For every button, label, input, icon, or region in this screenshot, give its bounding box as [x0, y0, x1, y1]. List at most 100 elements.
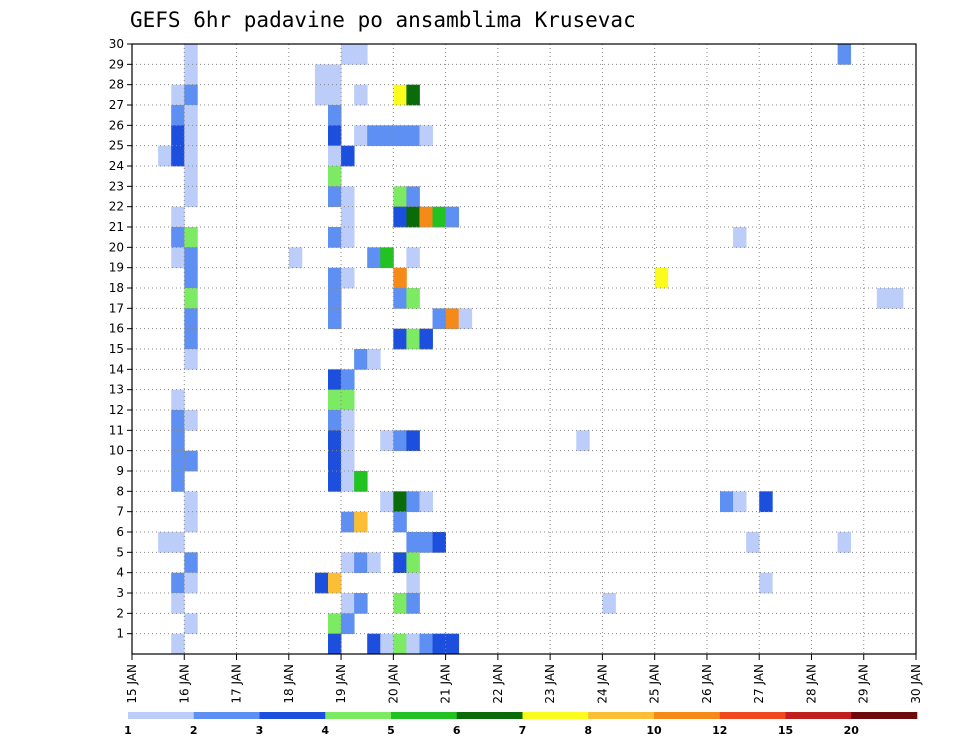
- heatmap-cell: [314, 84, 329, 106]
- heatmap-cell: [328, 471, 342, 492]
- heatmap-cell: [406, 552, 420, 574]
- heatmap-cell: [341, 227, 355, 248]
- heatmap-cell: [720, 491, 734, 513]
- heatmap-cell: [158, 532, 172, 553]
- heatmap-cell: [341, 145, 355, 167]
- legend-label: 1: [124, 724, 132, 737]
- x-tick-label: 19 JAN: [334, 664, 348, 704]
- heatmap-cell: [380, 125, 394, 147]
- y-tick-label: 14: [109, 362, 124, 376]
- y-tick-label: 13: [109, 383, 124, 397]
- legend-label: 7: [519, 724, 527, 737]
- heatmap-cell: [341, 44, 355, 65]
- heatmap-cell: [393, 552, 407, 574]
- heatmap-cell: [432, 206, 446, 228]
- heatmap-cell: [432, 532, 446, 553]
- heatmap-cell: [406, 288, 420, 309]
- heatmap-cell: [184, 288, 198, 309]
- heatmap-cell: [367, 125, 381, 147]
- y-tick-label: 5: [116, 545, 124, 559]
- heatmap-cell: [184, 44, 198, 65]
- heatmap-cell: [328, 166, 342, 187]
- heatmap-cell: [184, 491, 198, 513]
- heatmap-cell: [955, 85, 960, 106]
- heatmap-cell: [746, 532, 760, 553]
- heatmap-cell: [184, 145, 198, 167]
- heatmap-cell: [184, 552, 198, 574]
- heatmap-cell: [341, 552, 355, 574]
- heatmap-cell: [393, 430, 407, 452]
- heatmap-cell: [171, 410, 185, 431]
- heatmap-cell: [171, 593, 185, 614]
- heatmap-cell: [184, 247, 198, 269]
- heatmap-cell: [171, 145, 185, 167]
- heatmap-cell: [354, 593, 368, 614]
- legend-label: 8: [584, 724, 592, 737]
- heatmap-cell: [288, 247, 303, 269]
- heatmap-cell: [184, 64, 198, 86]
- heatmap-cell: [328, 572, 342, 594]
- heatmap-cell: [406, 593, 420, 614]
- gridlines: [131, 43, 917, 654]
- heatmap-cell: [889, 288, 904, 309]
- legend-label: 6: [453, 724, 461, 737]
- heatmap-cell: [341, 267, 355, 289]
- heatmap-cell: [759, 572, 773, 594]
- heatmap-cell: [393, 186, 407, 208]
- heatmap-cell: [354, 349, 368, 370]
- heatmap-cell: [393, 491, 407, 513]
- heatmap-cell: [837, 44, 852, 65]
- legend-swatch: [522, 712, 589, 719]
- legend-swatch: [259, 712, 326, 719]
- heatmap-cell: [184, 613, 198, 635]
- heatmap-cell: [602, 593, 616, 614]
- heatmap-cell: [406, 328, 420, 350]
- heatmap-cell: [354, 511, 368, 533]
- heatmap-cell: [328, 64, 342, 86]
- heatmap-cell: [314, 64, 329, 86]
- heatmap-cell: [171, 105, 185, 126]
- heatmap-cell: [184, 308, 198, 330]
- y-tick-label: 21: [109, 220, 124, 234]
- heatmap-cell: [393, 511, 407, 533]
- heatmap-cell: [406, 430, 420, 452]
- x-tick-label: 15 JAN: [125, 664, 139, 704]
- heatmap-cell: [406, 532, 420, 553]
- y-tick-label: 4: [116, 566, 124, 580]
- heatmap-cell: [406, 206, 420, 228]
- heatmap-cell: [380, 430, 394, 452]
- heatmap-cell: [341, 593, 355, 614]
- heatmap-cell: [942, 268, 955, 289]
- heatmap-cell: [184, 349, 198, 370]
- heatmap-cell: [419, 491, 433, 513]
- x-axis: 15 JAN 16 JAN 17 JAN 18 JAN 19 JAN 20 JAN 21 J…: [125, 654, 923, 704]
- heatmap-cell: [328, 186, 342, 208]
- heatmap-cells: [158, 44, 960, 675]
- y-tick-label: 2: [116, 606, 124, 620]
- heatmap-cell: [367, 349, 381, 370]
- x-tick-label: 22 JAN: [491, 664, 505, 704]
- heatmap-cell: [171, 389, 185, 411]
- heatmap-cell: [406, 247, 420, 269]
- heatmap-cell: [314, 572, 329, 594]
- x-tick-label: 27 JAN: [752, 664, 766, 704]
- x-tick-label: 16 JAN: [177, 664, 191, 704]
- heatmap-cell: [393, 288, 407, 309]
- y-tick-label: 25: [109, 139, 124, 153]
- heatmap-cell: [184, 450, 198, 472]
- heatmap-cell: [328, 125, 342, 147]
- heatmap-cell: [393, 267, 407, 289]
- heatmap-cell: [354, 654, 367, 675]
- heatmap-cell: [393, 84, 407, 106]
- heatmap-cell: [432, 633, 446, 654]
- heatmap-cell: [171, 572, 185, 594]
- heatmap-cell: [341, 369, 355, 391]
- x-tick-label: 21 JAN: [439, 664, 453, 704]
- y-tick-label: 15: [109, 342, 124, 356]
- heatmap-cell: [158, 145, 172, 167]
- heatmap-cell: [341, 430, 355, 452]
- heatmap-cell: [184, 572, 198, 594]
- x-tick-label: 23 JAN: [543, 664, 557, 704]
- heatmap-cell: [380, 633, 394, 654]
